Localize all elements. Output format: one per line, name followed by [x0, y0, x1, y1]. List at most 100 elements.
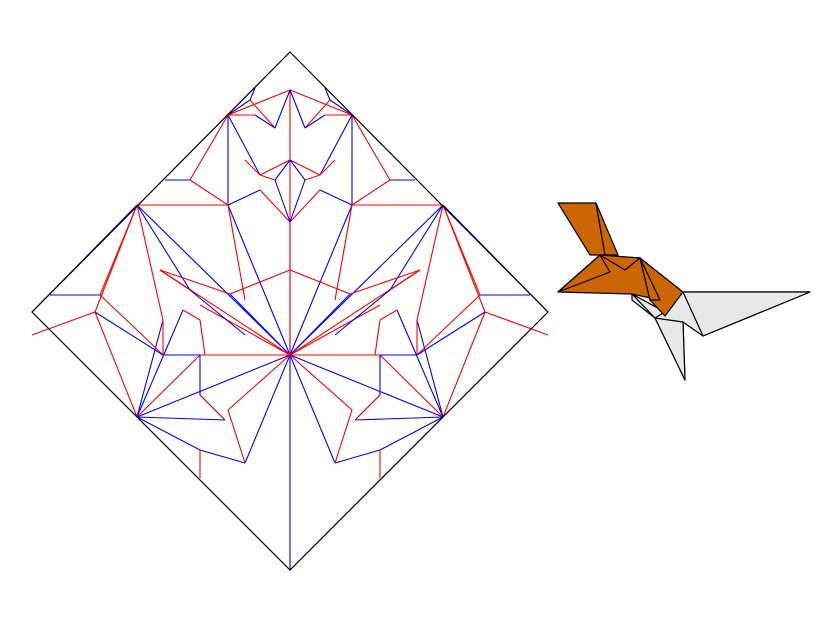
- valley-crease: [244, 354, 291, 464]
- mountain-crease: [374, 319, 381, 356]
- model-leg: [654, 317, 686, 381]
- valley-crease: [289, 354, 444, 418]
- model-tail: [682, 291, 811, 337]
- mountain-crease: [159, 269, 191, 291]
- valley-crease: [136, 354, 291, 418]
- model-underside: [631, 293, 666, 319]
- mountain-crease: [227, 354, 291, 411]
- valley-crease: [289, 204, 444, 356]
- valley-crease: [289, 354, 336, 464]
- mountain-crease: [94, 311, 138, 418]
- mountain-crease: [304, 99, 331, 129]
- mountain-crease: [442, 204, 481, 296]
- mountain-crease: [259, 174, 276, 181]
- mountain-crease: [136, 204, 164, 321]
- mountain-crease: [289, 269, 351, 295]
- valley-crease: [94, 311, 164, 356]
- mountain-crease: [136, 354, 201, 418]
- mountain-crease: [442, 294, 481, 331]
- valley-crease: [319, 114, 353, 176]
- mountain-crease: [416, 329, 444, 356]
- mountain-crease: [227, 89, 291, 116]
- valley-crease: [229, 293, 291, 356]
- valley-crease: [416, 319, 444, 418]
- valley-crease: [289, 204, 353, 356]
- model-shoulder: [599, 254, 641, 271]
- mountain-crease: [334, 409, 353, 464]
- mountain-crease: [351, 179, 391, 206]
- mountain-crease: [354, 394, 381, 421]
- valley-crease: [274, 89, 291, 129]
- valley-crease: [227, 114, 261, 176]
- valley-crease: [254, 114, 276, 129]
- mountain-crease: [389, 269, 421, 291]
- model-wing-front: [557, 254, 611, 293]
- valley-crease: [416, 311, 486, 356]
- mountain-crease: [199, 319, 206, 356]
- valley-crease: [199, 449, 246, 464]
- mountain-crease: [199, 394, 226, 421]
- mountain-crease: [229, 269, 291, 295]
- valley-crease: [289, 179, 306, 223]
- valley-crease: [319, 189, 353, 206]
- valley-crease: [249, 87, 256, 101]
- mountain-crease: [99, 294, 138, 331]
- valley-crease: [329, 99, 353, 116]
- mountain-crease: [199, 304, 291, 356]
- valley-crease: [396, 309, 444, 418]
- valley-crease: [289, 159, 306, 181]
- mountain-crease: [289, 304, 381, 356]
- valley-crease: [274, 159, 291, 181]
- folded-model: [557, 202, 811, 381]
- valley-crease: [136, 309, 184, 418]
- mountain-crease: [182, 309, 201, 321]
- mountain-crease: [136, 329, 164, 356]
- valley-crease: [136, 416, 226, 421]
- mountain-crease: [189, 114, 229, 181]
- valley-crease: [227, 189, 261, 206]
- valley-crease: [189, 289, 246, 336]
- valley-crease: [334, 289, 391, 336]
- mountain-crease: [351, 114, 391, 181]
- mountain-crease: [379, 309, 398, 321]
- mountain-crease: [249, 99, 276, 129]
- valley-crease: [227, 204, 291, 356]
- mountain-crease: [442, 311, 486, 418]
- crease-pattern: [31, 51, 549, 571]
- mountain-crease: [304, 174, 321, 181]
- mountain-crease: [379, 354, 444, 418]
- mountain-crease: [319, 159, 336, 176]
- mountain-crease: [289, 189, 321, 223]
- valley-crease: [289, 89, 306, 129]
- mountain-crease: [416, 204, 444, 321]
- valley-crease: [324, 87, 331, 101]
- mountain-crease: [289, 354, 353, 411]
- paper-border: [31, 51, 549, 571]
- mountain-crease: [244, 159, 261, 176]
- valley-crease: [379, 416, 444, 451]
- mountain-crease: [289, 89, 353, 116]
- valley-crease: [334, 449, 381, 464]
- mountain-crease: [159, 269, 231, 295]
- valley-crease: [227, 99, 251, 116]
- mountain-crease: [484, 311, 549, 336]
- mountain-crease: [31, 311, 96, 336]
- valley-crease: [136, 416, 201, 451]
- mountain-crease: [189, 179, 229, 206]
- mountain-crease: [227, 204, 246, 301]
- model-neck: [595, 202, 619, 256]
- mountain-crease: [99, 204, 138, 296]
- valley-crease: [136, 204, 291, 356]
- valley-crease: [354, 416, 444, 421]
- model-fold: [639, 257, 661, 301]
- valley-crease: [274, 179, 291, 223]
- valley-crease: [136, 204, 191, 291]
- mountain-crease: [349, 269, 421, 295]
- mountain-crease: [259, 189, 291, 223]
- valley-crease: [304, 114, 326, 129]
- mountain-crease: [289, 159, 321, 176]
- valley-crease: [136, 319, 164, 418]
- mountain-crease: [334, 204, 353, 301]
- mountain-crease: [227, 409, 246, 464]
